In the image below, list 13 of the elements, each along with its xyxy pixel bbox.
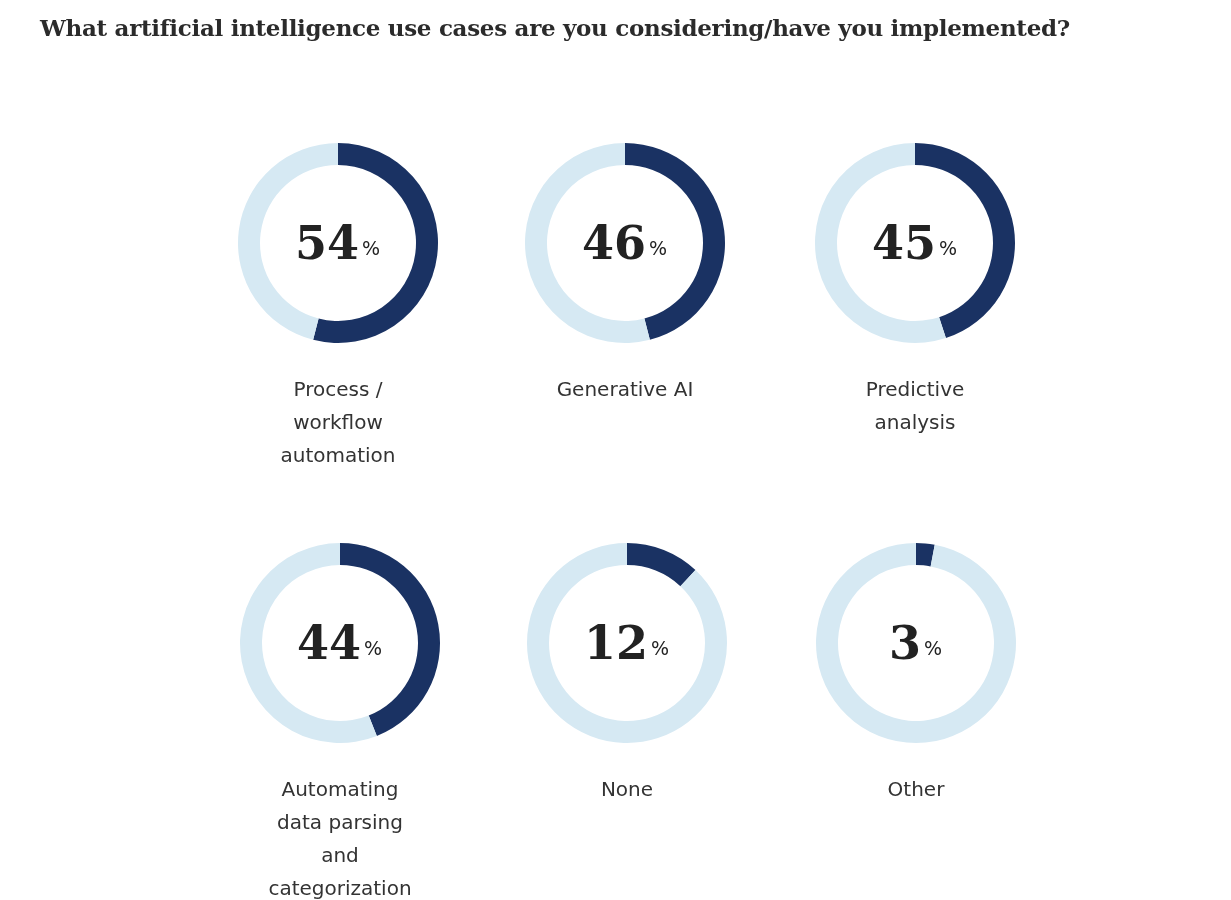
text: Generative AI [555,376,695,403]
text: None [599,776,655,803]
text: 3% [888,616,943,670]
text: 12% [583,616,670,670]
text: What artificial intelligence use cases are you considering/have you implemented? [40,14,1071,41]
text: Predictive analysis [864,376,966,436]
text: 44% [296,616,383,670]
text: 54% [294,216,381,270]
text: Process / workflow automation [279,376,397,469]
text: 45% [871,216,958,270]
text: Automating data parsing and categorization [267,776,413,900]
text: Other [886,776,946,803]
text: 46% [581,216,668,270]
